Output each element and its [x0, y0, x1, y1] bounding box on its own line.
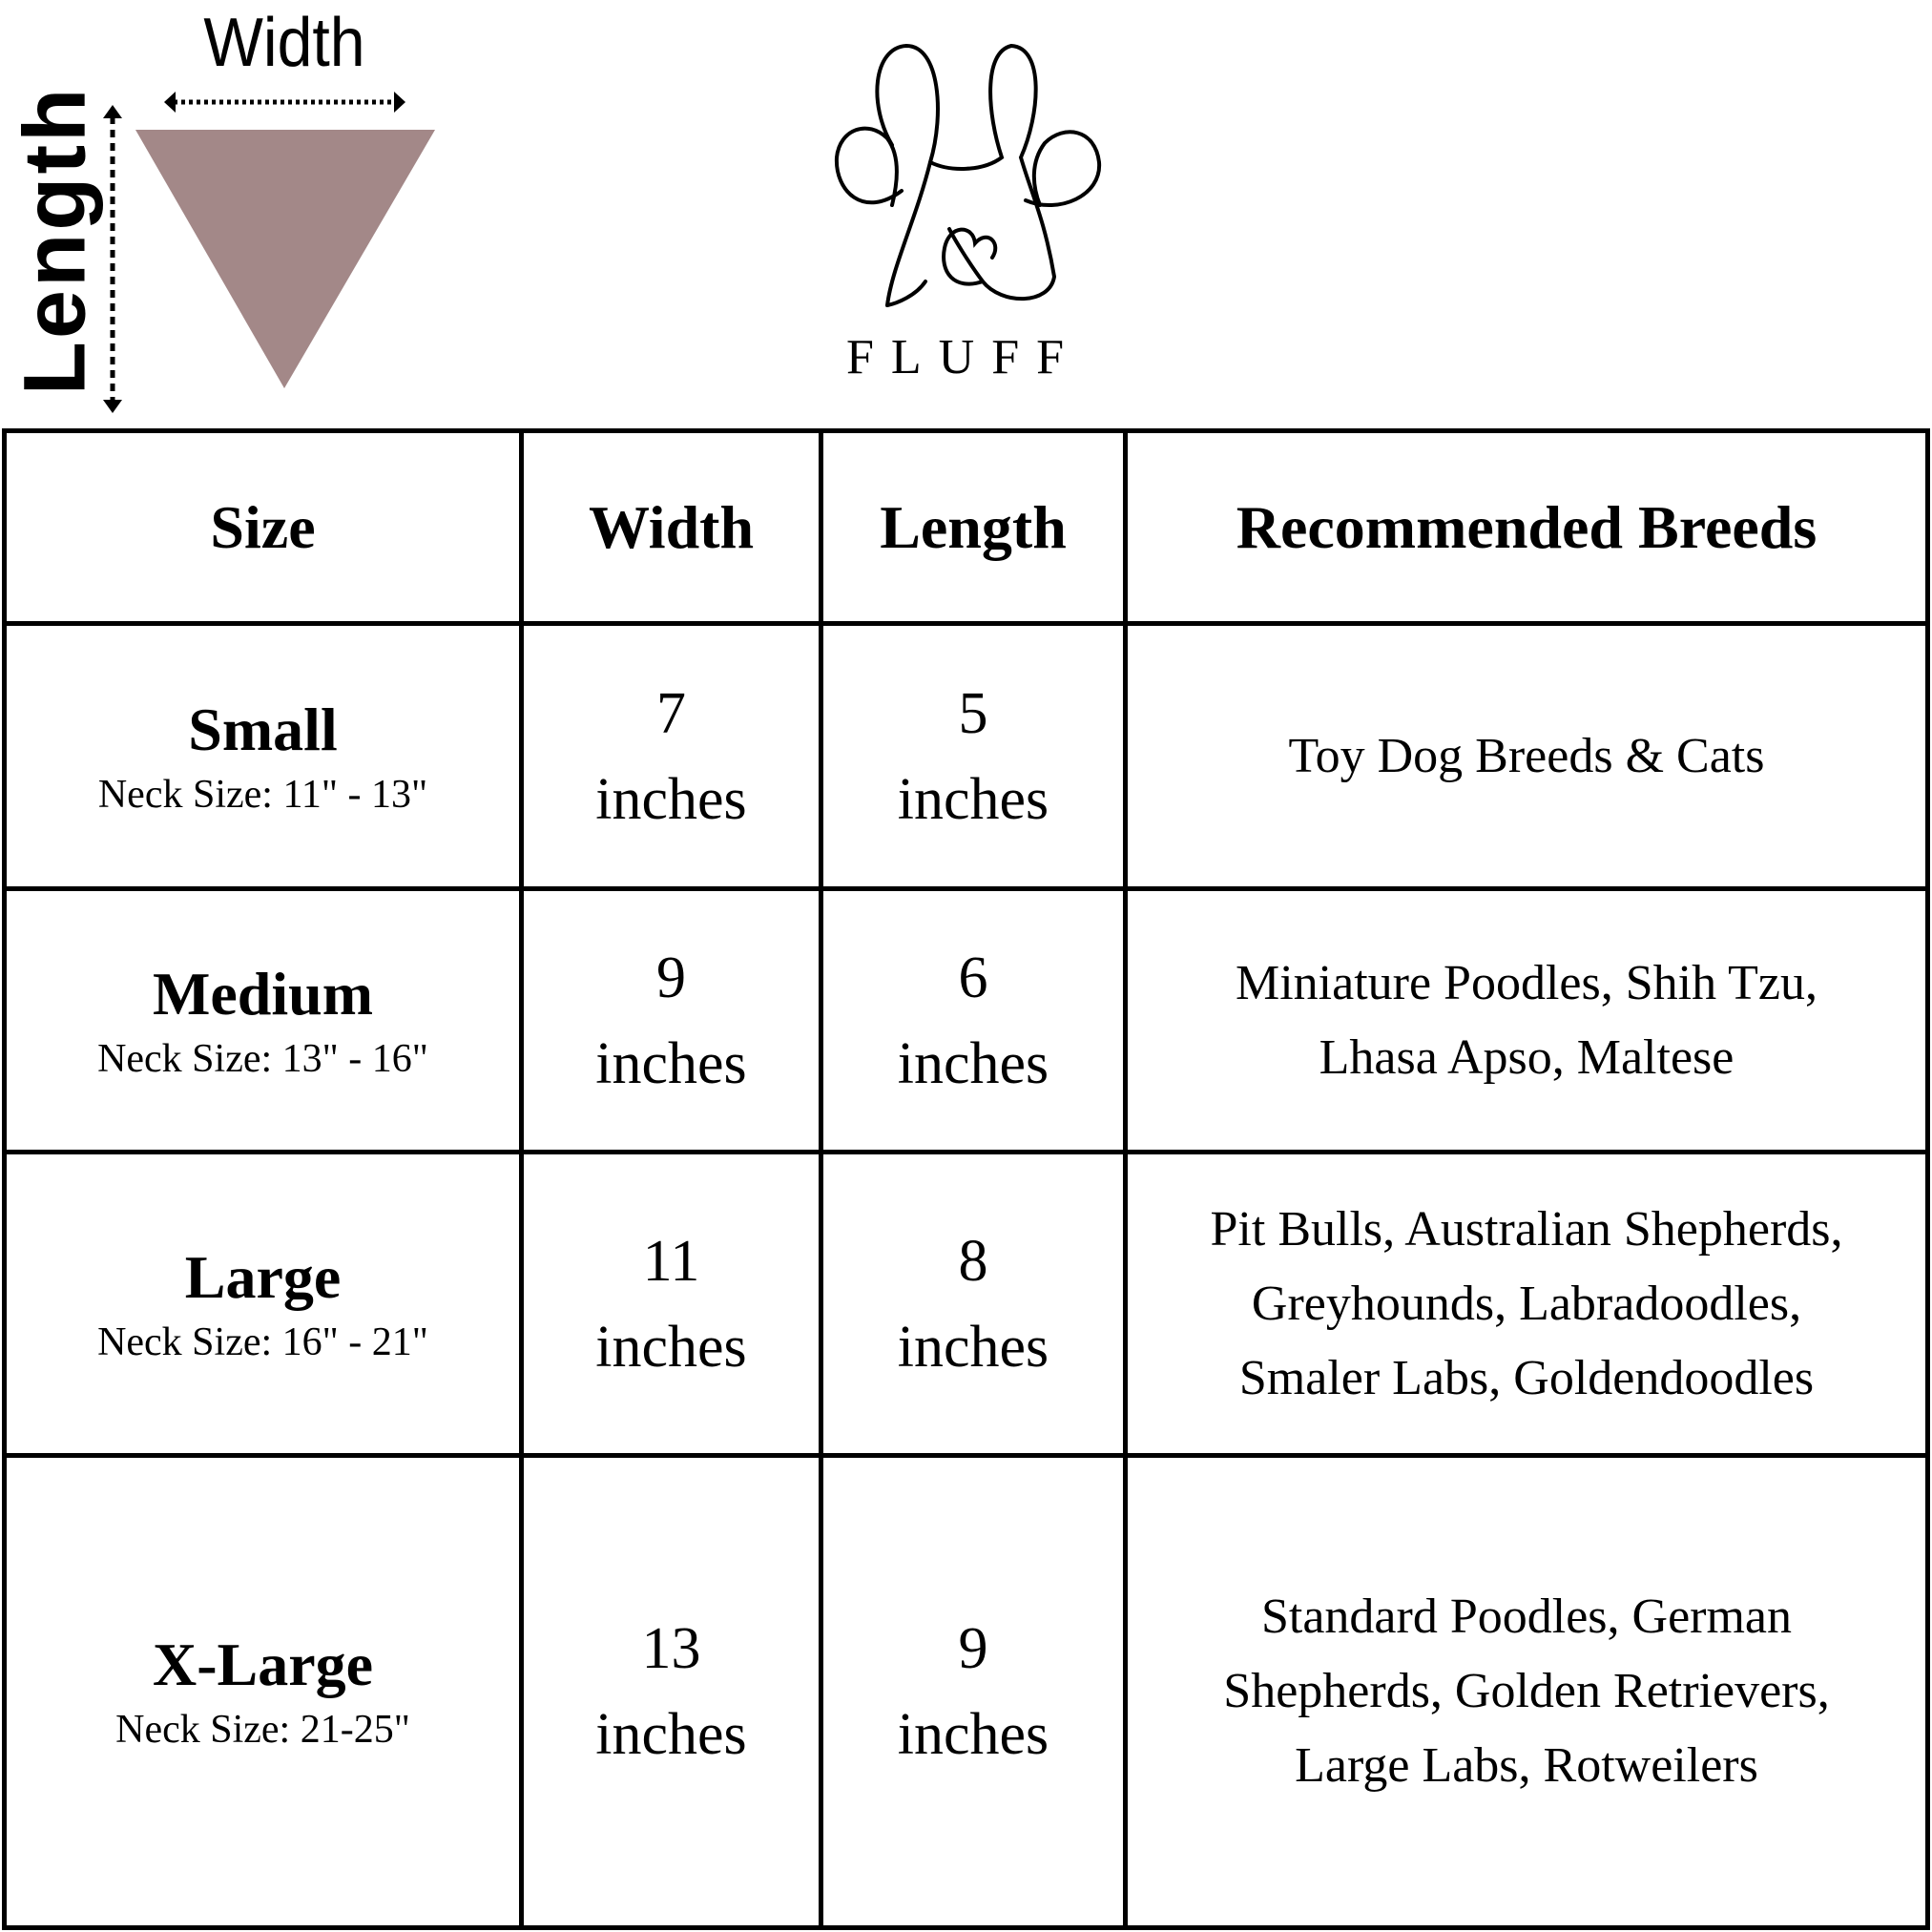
length-arrow-icon: [103, 105, 122, 413]
length-unit: inches: [897, 1702, 1049, 1767]
length-value: 5: [958, 680, 988, 746]
width-value: 13: [641, 1616, 701, 1681]
length-value: 9: [958, 1616, 988, 1681]
width-value: 9: [656, 945, 686, 1010]
size-name: Large: [184, 1242, 342, 1311]
width-value: 11: [642, 1228, 700, 1294]
breeds-line: Greyhounds, Labradoodles,: [1251, 1276, 1802, 1331]
header-breeds: Recommended Breeds: [1123, 428, 1930, 626]
header-row: Size Width Length Recommended Breeds: [2, 428, 1930, 626]
breeds-line: Miniature Poodles, Shih Tzu,: [1235, 955, 1818, 1010]
bandana-triangle: [135, 130, 435, 388]
width-label: Width: [203, 5, 365, 81]
table-row: X-Large Neck Size: 21-25" 13 inches 9 inche…: [2, 1453, 1930, 1930]
neck-size: Neck Size: 16" - 21": [97, 1319, 428, 1364]
neck-size: Neck Size: 11" - 13": [97, 772, 428, 817]
size-name: X-Large: [152, 1631, 374, 1698]
length-unit: inches: [897, 766, 1049, 832]
neck-size: Neck Size: 21-25": [115, 1708, 410, 1752]
breeds-line: Pit Bulls, Australian Shepherds,: [1210, 1201, 1843, 1257]
brand-name: FLUFF: [845, 330, 1082, 384]
table-row: Large Neck Size: 16" - 21" 11 inches 8 inch…: [2, 1150, 1930, 1458]
width-unit: inches: [595, 1314, 747, 1380]
header-width: Width: [519, 428, 823, 626]
paw-heart-icon: [834, 43, 1102, 307]
length-unit: inches: [897, 1314, 1049, 1380]
length-value: 8: [958, 1228, 988, 1294]
width-unit: inches: [595, 766, 747, 832]
breeds-line: Shepherds, Golden Retrievers,: [1223, 1664, 1830, 1718]
width-value: 7: [656, 680, 686, 746]
breeds-line: Lhasa Apso, Maltese: [1319, 1029, 1735, 1085]
length-value: 6: [958, 945, 988, 1010]
size-name: Small: [188, 695, 338, 763]
size-chart-table: Size Width Length Recommended Breeds Sma…: [2, 428, 1930, 1930]
breeds-line: Toy Dog Breeds & Cats: [1288, 728, 1765, 783]
width-unit: inches: [595, 1702, 747, 1767]
neck-size: Neck Size: 13" - 16": [97, 1036, 428, 1081]
length-unit: inches: [897, 1030, 1049, 1096]
table-row: Small Neck Size: 11" - 13" 7 inches 5 inche…: [2, 621, 1930, 891]
header-length: Length: [819, 428, 1128, 626]
size-name: Medium: [152, 959, 374, 1028]
bandana-diagram: [103, 43, 1102, 413]
breeds-line: Large Labs, Rotweilers: [1295, 1738, 1758, 1793]
table-row: Medium Neck Size: 13" - 16" 9 inches 6 inch…: [2, 886, 1930, 1154]
breeds-line: Standard Poodles, German: [1260, 1589, 1792, 1644]
width-arrow-icon: [164, 92, 405, 113]
width-unit: inches: [595, 1030, 747, 1096]
header-size: Size: [2, 428, 524, 626]
breeds-line: Smaler Labs, Goldendoodles: [1238, 1350, 1815, 1405]
